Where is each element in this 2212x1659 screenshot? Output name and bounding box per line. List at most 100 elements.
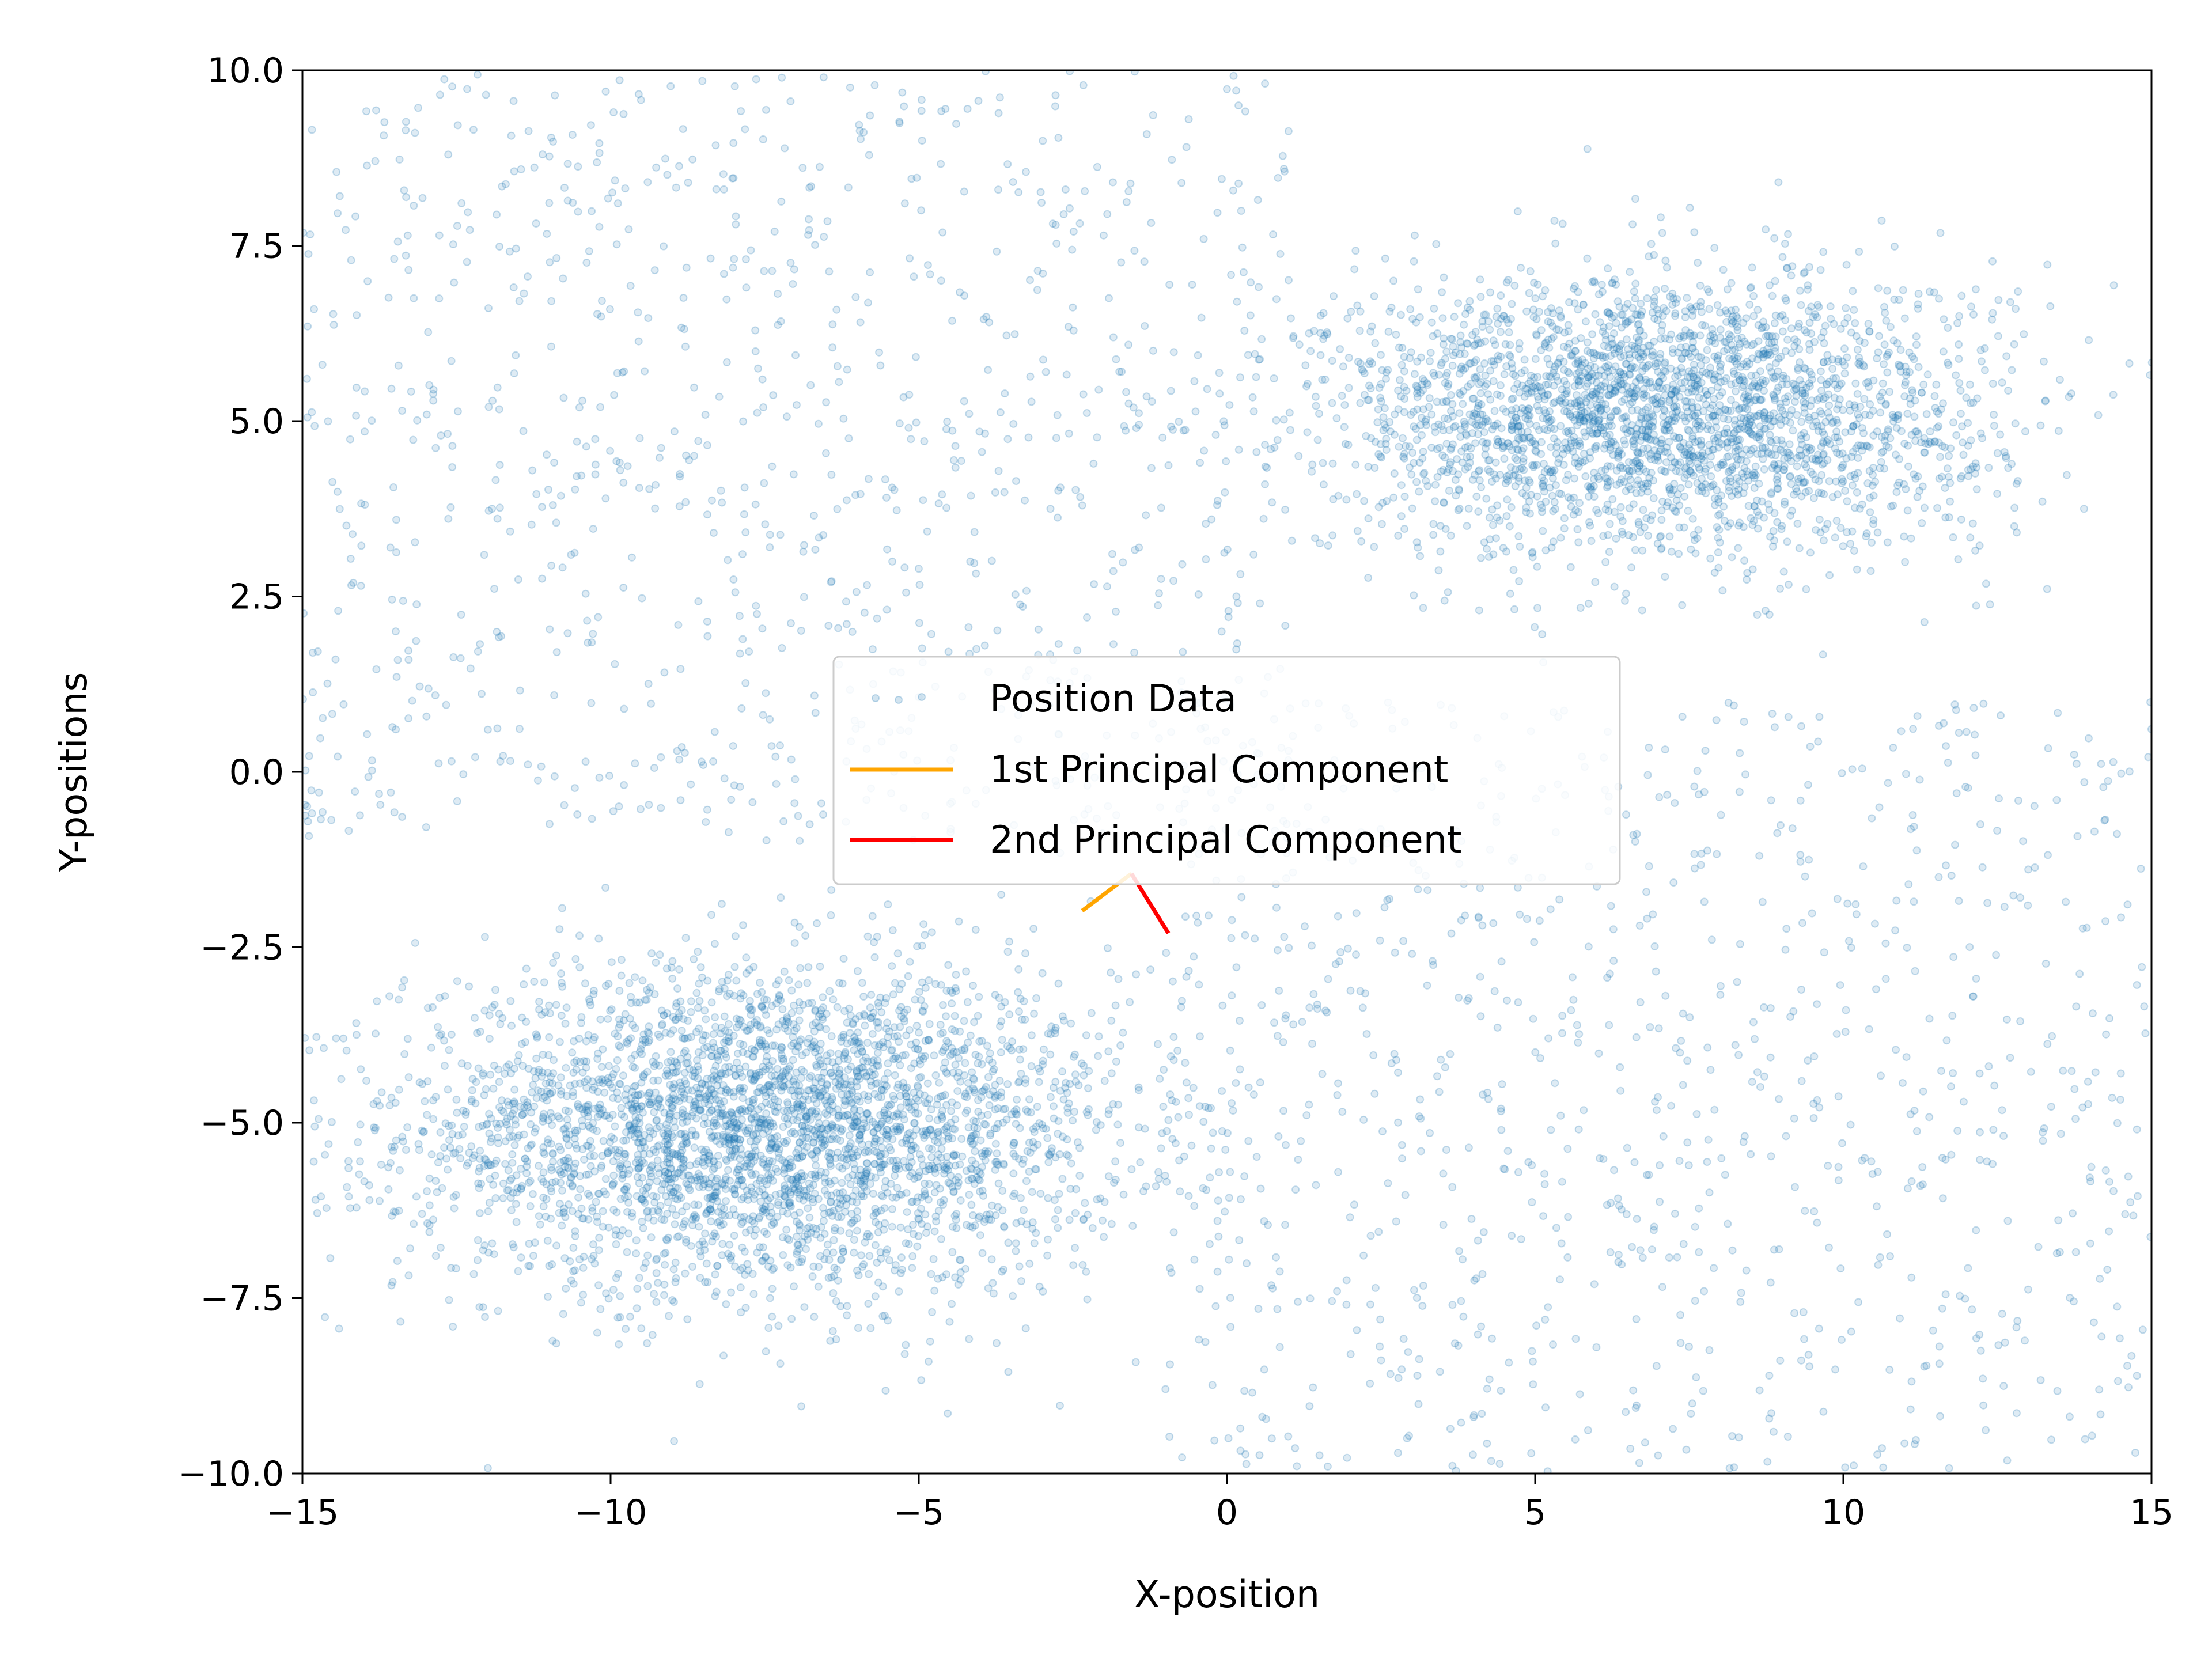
scatter-point (638, 976, 647, 985)
scatter-point (631, 1112, 640, 1121)
scatter-point (727, 1252, 736, 1260)
scatter-point (873, 1208, 881, 1217)
scatter-point (645, 1088, 654, 1097)
scatter-point (1033, 1141, 1042, 1149)
scatter-point (1225, 1194, 1233, 1202)
scatter-point (1075, 1172, 1084, 1180)
scatter-point (2010, 340, 2018, 349)
scatter-point (429, 1096, 437, 1105)
scatter-point (1416, 552, 1425, 560)
scatter-point (1796, 376, 1804, 384)
scatter-point (660, 1291, 668, 1300)
scatter-point (337, 1075, 346, 1084)
scatter-point (942, 1153, 951, 1161)
scatter-point (962, 967, 971, 976)
scatter-point (510, 1085, 519, 1094)
scatter-point (800, 1232, 809, 1241)
scatter-point (1351, 247, 1360, 255)
scatter-point (785, 1236, 794, 1244)
scatter-point (446, 1143, 454, 1152)
scatter-point (693, 1176, 702, 1185)
scatter-point (487, 1114, 495, 1123)
scatter-point (645, 1123, 653, 1132)
scatter-point (989, 1087, 997, 1096)
scatter-point (669, 1094, 677, 1103)
scatter-point (854, 1147, 862, 1156)
scatter-point (522, 964, 531, 973)
scatter-point (1397, 512, 1406, 521)
scatter-point (700, 1161, 709, 1170)
scatter-point (612, 1240, 620, 1248)
scatter-point (562, 1003, 571, 1012)
scatter-point (870, 1140, 878, 1149)
scatter-point (808, 1272, 817, 1281)
scatter-point (499, 1194, 507, 1203)
scatter-point (694, 1003, 702, 1012)
scatter-point (647, 1233, 656, 1242)
scatter-point (840, 1007, 849, 1016)
scatter-point (488, 1003, 497, 1012)
scatter-point (518, 1013, 527, 1022)
scatter-point (672, 1059, 681, 1067)
scatter-point (775, 1075, 784, 1083)
scatter-point (458, 1130, 467, 1139)
scatter-point (675, 1232, 683, 1241)
scatter-point (1131, 1358, 1140, 1366)
scatter-point (715, 987, 724, 996)
scatter-point (1499, 404, 1508, 413)
scatter-point (930, 1286, 939, 1295)
scatter-point (799, 1126, 808, 1135)
scatter-point (652, 1256, 661, 1264)
scatter-point (362, 1077, 370, 1085)
scatter-point (938, 1001, 947, 1009)
scatter-point (1972, 485, 1981, 494)
scatter-point (901, 1051, 910, 1059)
scatter-point (499, 1108, 508, 1116)
scatter-point (1581, 432, 1590, 441)
scatter-point (596, 1305, 605, 1313)
scatter-point (467, 1142, 476, 1151)
scatter-point (1556, 533, 1565, 542)
scatter-point (844, 1055, 852, 1064)
scatter-point (1054, 1224, 1062, 1232)
scatter-point (583, 1108, 592, 1117)
scatter-point (698, 1145, 706, 1154)
scatter-point (634, 1164, 643, 1173)
scatter-point (565, 1107, 573, 1116)
scatter-point (795, 1006, 804, 1015)
scatter-point (514, 1051, 523, 1059)
scatter-point (1256, 1184, 1265, 1193)
scatter-point (421, 1097, 429, 1105)
scatter-point (849, 1018, 857, 1027)
scatter-point (649, 1076, 658, 1085)
scatter-point (1440, 273, 1448, 282)
scatter-point (1427, 410, 1436, 419)
scatter-point (571, 1266, 579, 1275)
scatter-point (994, 1179, 1003, 1188)
scatter-point (1015, 1007, 1023, 1016)
scatter-point (1112, 1057, 1120, 1066)
scatter-point (941, 1090, 949, 1099)
scatter-point (1028, 1188, 1036, 1196)
scatter-point (561, 1019, 570, 1028)
scatter-point (822, 1010, 831, 1018)
scatter-point (1017, 1277, 1025, 1285)
scatter-point (1793, 520, 1802, 528)
scatter-point (305, 1046, 314, 1055)
scatter-point (807, 1071, 815, 1080)
scatter-point (1661, 256, 1670, 265)
scatter-point (609, 1179, 618, 1187)
scatter-point (975, 993, 983, 1001)
scatter-point (425, 1201, 434, 1210)
scatter-point (655, 1061, 664, 1070)
scatter-point (858, 1048, 866, 1056)
scatter-point (858, 1124, 867, 1133)
scatter-point (896, 1269, 905, 1277)
scatter-point (568, 1207, 577, 1215)
scatter-point (855, 1136, 863, 1145)
scatter-point (717, 900, 726, 908)
scatter-point (1533, 562, 1541, 571)
scatter-point (653, 1156, 662, 1165)
scatter-point (1882, 316, 1891, 325)
scatter-point (993, 1339, 1001, 1347)
